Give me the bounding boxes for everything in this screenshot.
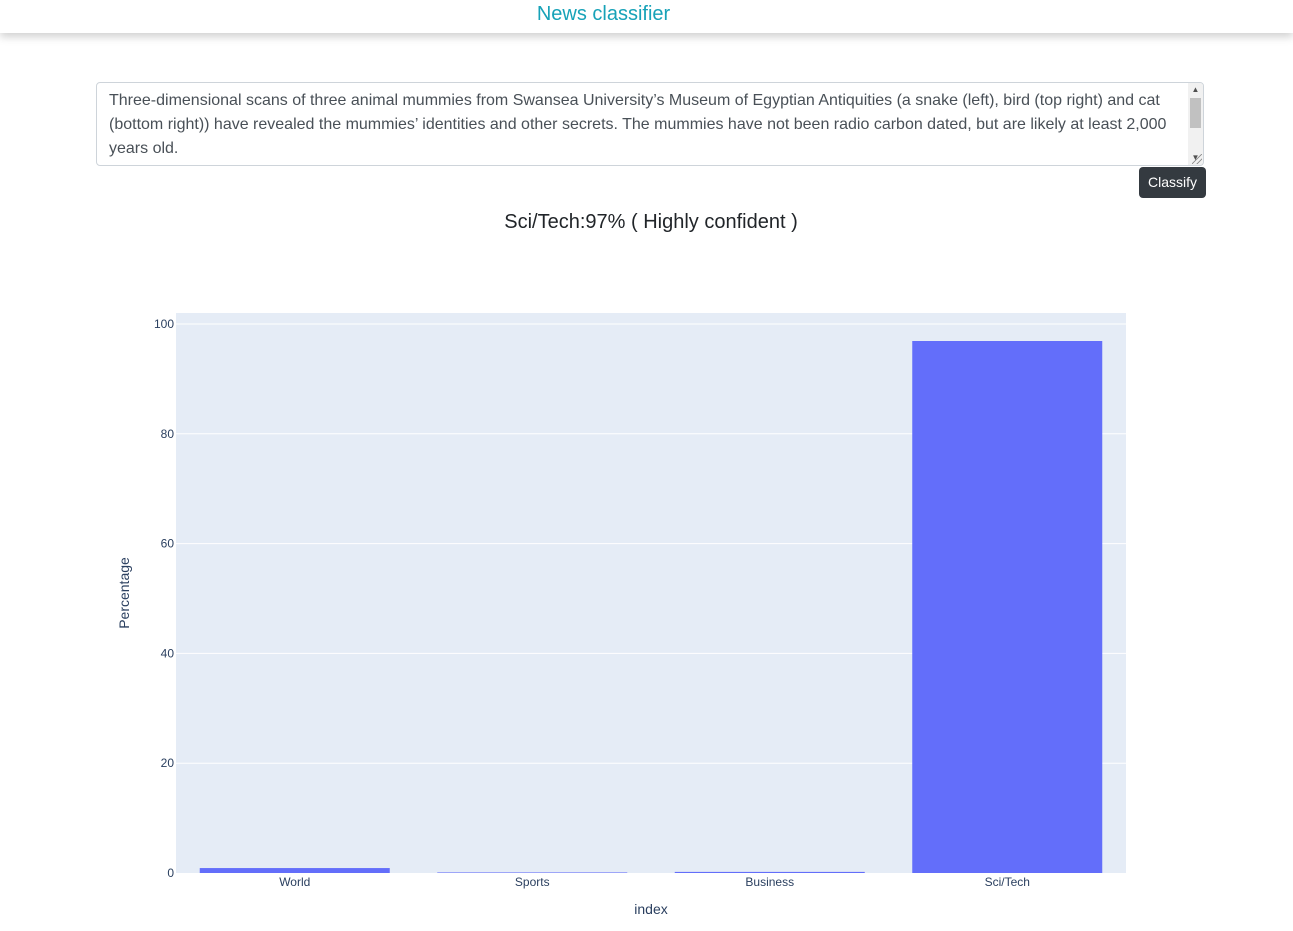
y-tick-label: 20 <box>161 756 175 770</box>
app-title: News classifier <box>536 3 671 25</box>
x-tick-label: Sports <box>515 875 550 889</box>
y-tick-label: 100 <box>154 317 174 331</box>
bar-world[interactable] <box>199 868 390 873</box>
classify-button[interactable]: Classify <box>1139 167 1206 198</box>
y-tick-label: 0 <box>167 866 174 880</box>
scroll-up-icon[interactable]: ▲ <box>1191 85 1200 94</box>
navbar: News classifier <box>0 0 1293 33</box>
bar-business[interactable] <box>674 871 865 873</box>
article-text-value[interactable]: Three-dimensional scans of three animal … <box>109 92 1167 157</box>
article-text-input[interactable]: Three-dimensional scans of three animal … <box>96 82 1204 166</box>
classification-result: Sci/Tech:97% ( Highly confident ) <box>504 211 798 233</box>
y-axis-title: Percentage <box>116 557 132 629</box>
scroll-thumb[interactable] <box>1190 98 1201 128</box>
bar-sports[interactable] <box>437 872 628 873</box>
x-axis-title: index <box>634 901 667 917</box>
x-tick-label: Business <box>745 875 794 889</box>
x-tick-label: World <box>279 875 310 889</box>
y-tick-label: 40 <box>161 646 175 660</box>
y-tick-label: 60 <box>161 537 175 551</box>
bar-sci-tech[interactable] <box>912 341 1103 873</box>
x-tick-label: Sci/Tech <box>985 875 1030 889</box>
resize-grip-icon[interactable] <box>1192 154 1202 164</box>
y-tick-label: 80 <box>161 427 175 441</box>
